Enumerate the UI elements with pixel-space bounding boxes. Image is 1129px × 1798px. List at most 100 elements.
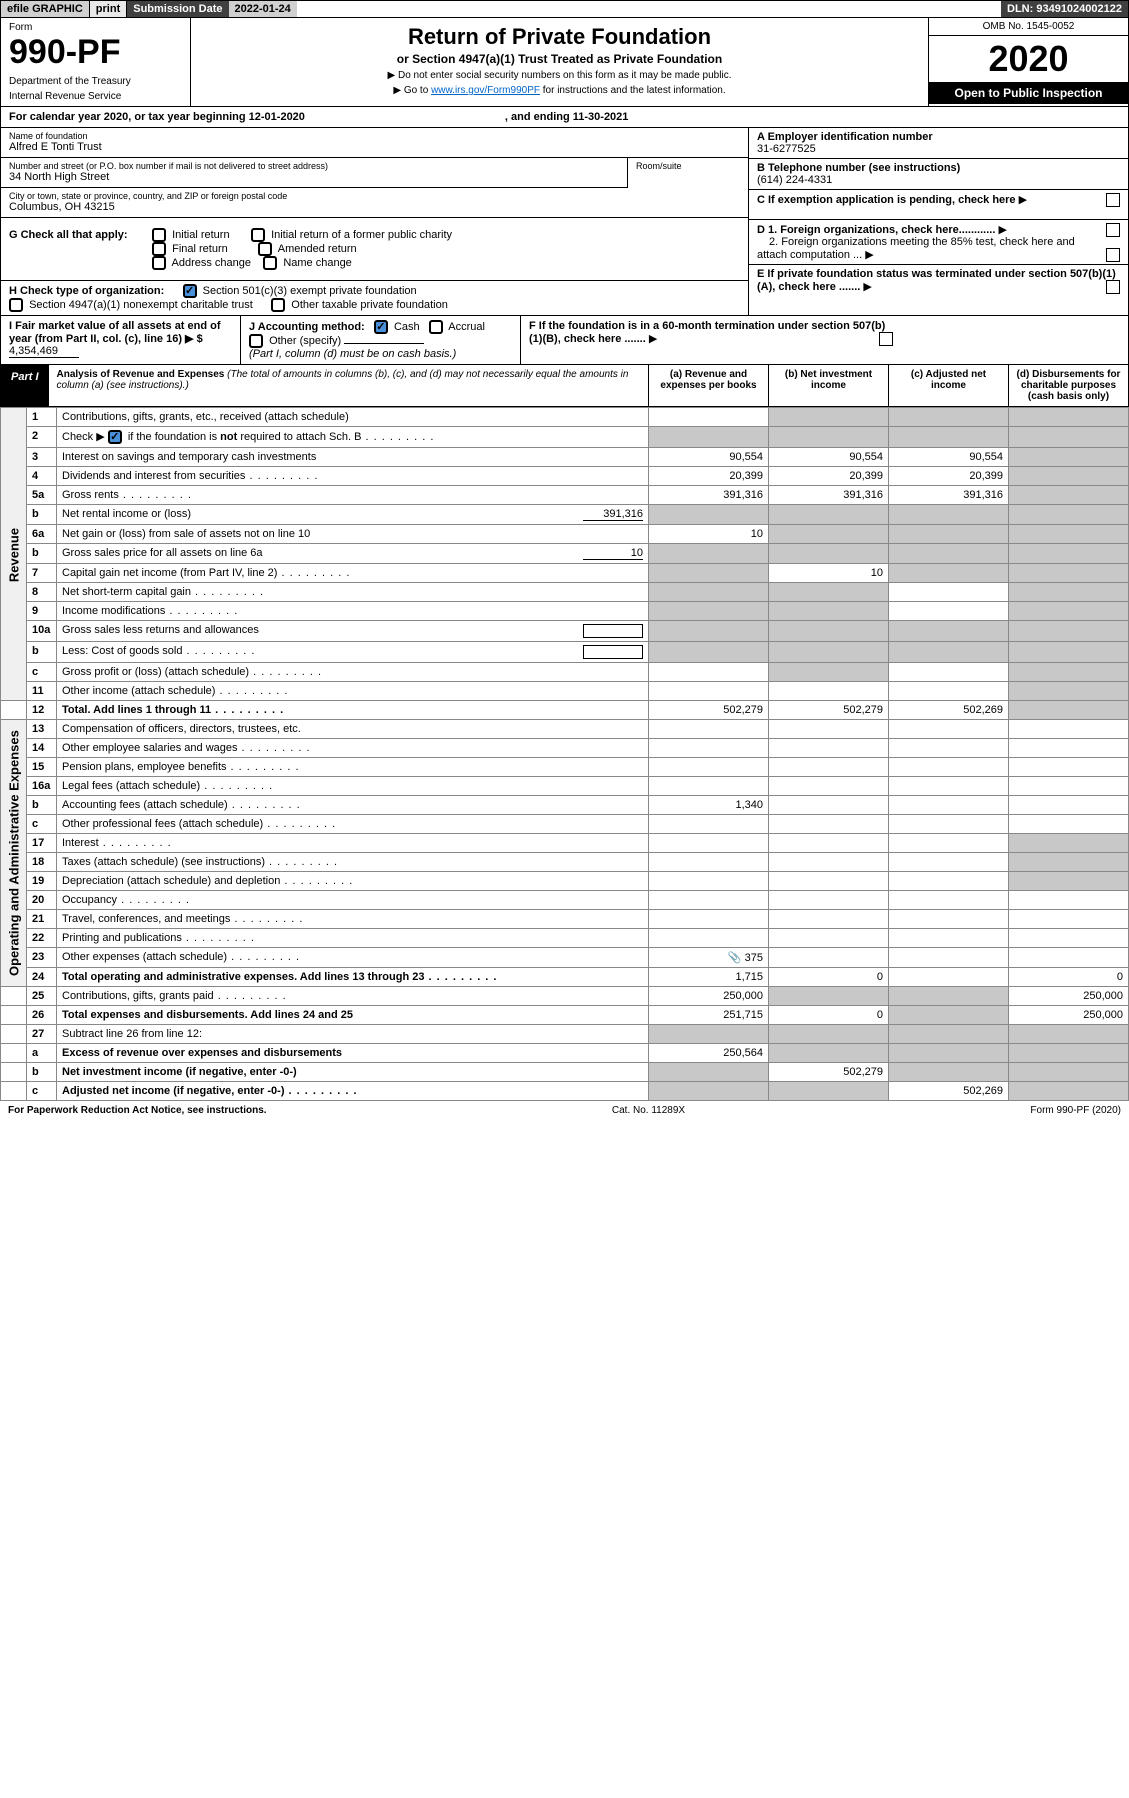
table-row: bAccounting fees (attach schedule)1,340 bbox=[1, 796, 1129, 815]
e-label: E If private foundation status was termi… bbox=[757, 268, 1116, 293]
form-header: Form 990-PF Department of the Treasury I… bbox=[0, 18, 1129, 107]
col-b-head: (b) Net investment income bbox=[768, 365, 888, 406]
table-row: 17Interest bbox=[1, 834, 1129, 853]
foundation-name-cell: Name of foundation Alfred E Tonti Trust bbox=[1, 128, 748, 158]
info-right: A Employer identification number 31-6277… bbox=[748, 128, 1128, 315]
fmv-value: 4,354,469 bbox=[9, 345, 79, 358]
form-label: Form bbox=[9, 22, 182, 33]
j-label: J Accounting method: bbox=[249, 321, 365, 333]
cb-schb[interactable] bbox=[108, 430, 122, 444]
dept-irs: Internal Revenue Service bbox=[9, 91, 182, 102]
j-cell: J Accounting method: Cash Accrual Other … bbox=[241, 316, 521, 364]
form-link[interactable]: www.irs.gov/Form990PF bbox=[431, 85, 540, 96]
i-label: I Fair market value of all assets at end… bbox=[9, 320, 221, 345]
cb-501c3[interactable] bbox=[183, 284, 197, 298]
city: Columbus, OH 43215 bbox=[9, 201, 740, 213]
table-row: 16aLegal fees (attach schedule) bbox=[1, 777, 1129, 796]
table-row: 2Check ▶ if the foundation is not requir… bbox=[1, 427, 1129, 448]
table-row: 9Income modifications bbox=[1, 602, 1129, 621]
table-row: bLess: Cost of goods sold bbox=[1, 642, 1129, 663]
tax-year: 2020 bbox=[929, 36, 1128, 82]
f-checkbox[interactable] bbox=[879, 332, 893, 346]
f-label: F If the foundation is in a 60-month ter… bbox=[529, 320, 885, 345]
instruct-2: ▶ Go to www.irs.gov/Form990PF for instru… bbox=[203, 85, 916, 96]
c-label: C If exemption application is pending, c… bbox=[757, 194, 1016, 206]
address-cell: Number and street (or P.O. box number if… bbox=[1, 158, 628, 188]
revenue-expense-table: Revenue 1Contributions, gifts, grants, e… bbox=[0, 407, 1129, 1101]
table-row: 10aGross sales less returns and allowanc… bbox=[1, 621, 1129, 642]
c-checkbox[interactable] bbox=[1106, 193, 1120, 207]
table-row: 27Subtract line 26 from line 12: bbox=[1, 1025, 1129, 1044]
table-row: Revenue 1Contributions, gifts, grants, e… bbox=[1, 408, 1129, 427]
e-cell: E If private foundation status was termi… bbox=[749, 265, 1128, 296]
page-footer: For Paperwork Reduction Act Notice, see … bbox=[0, 1101, 1129, 1120]
table-row: 26Total expenses and disbursements. Add … bbox=[1, 1006, 1129, 1025]
h-section: H Check type of organization: Section 50… bbox=[1, 281, 748, 315]
cb-4947[interactable] bbox=[9, 298, 23, 312]
header-mid: Return of Private Foundation or Section … bbox=[191, 18, 928, 106]
phone-cell: B Telephone number (see instructions) (6… bbox=[749, 159, 1128, 190]
i-cell: I Fair market value of all assets at end… bbox=[1, 316, 241, 364]
d-cell: D 1. Foreign organizations, check here..… bbox=[749, 220, 1128, 265]
f-cell: F If the foundation is in a 60-month ter… bbox=[521, 316, 901, 364]
col-a-head: (a) Revenue and expenses per books bbox=[648, 365, 768, 406]
e-checkbox[interactable] bbox=[1106, 280, 1120, 294]
table-row: 11Other income (attach schedule) bbox=[1, 682, 1129, 701]
cb-amended[interactable] bbox=[258, 242, 272, 256]
cb-accrual[interactable] bbox=[429, 320, 443, 334]
table-row: bNet investment income (if negative, ent… bbox=[1, 1063, 1129, 1082]
header-right: OMB No. 1545-0052 2020 Open to Public In… bbox=[928, 18, 1128, 106]
table-row: 7Capital gain net income (from Part IV, … bbox=[1, 564, 1129, 583]
phone: (614) 224-4331 bbox=[757, 174, 1120, 186]
d2-checkbox[interactable] bbox=[1106, 248, 1120, 262]
table-row: 8Net short-term capital gain bbox=[1, 583, 1129, 602]
cb-name-change[interactable] bbox=[263, 256, 277, 270]
cb-cash[interactable] bbox=[374, 320, 388, 334]
cb-final[interactable] bbox=[152, 242, 166, 256]
cal-end: , and ending 11-30-2021 bbox=[505, 111, 629, 123]
footer-catalog: Cat. No. 11289X bbox=[267, 1105, 1031, 1116]
print-button[interactable]: print bbox=[90, 1, 127, 17]
cb-addr-change[interactable] bbox=[152, 256, 166, 270]
ijf-row: I Fair market value of all assets at end… bbox=[0, 316, 1129, 365]
header-left: Form 990-PF Department of the Treasury I… bbox=[1, 18, 191, 106]
part1-header: Part I Analysis of Revenue and Expenses … bbox=[0, 365, 1129, 407]
foundation-name: Alfred E Tonti Trust bbox=[9, 141, 740, 153]
cb-initial[interactable] bbox=[152, 228, 166, 242]
col-c-head: (c) Adjusted net income bbox=[888, 365, 1008, 406]
form-number: 990-PF bbox=[9, 33, 182, 72]
dln-label: DLN: 93491024002122 bbox=[1001, 1, 1128, 17]
part1-title: Analysis of Revenue and Expenses (The to… bbox=[49, 365, 648, 406]
form-subtitle: or Section 4947(a)(1) Trust Treated as P… bbox=[203, 52, 916, 66]
g-section: G Check all that apply: Initial return I… bbox=[1, 218, 748, 281]
r10b-box bbox=[583, 645, 643, 659]
table-row: bNet rental income or (loss)391,316 bbox=[1, 505, 1129, 525]
cb-other-method[interactable] bbox=[249, 334, 263, 348]
cb-other-taxable[interactable] bbox=[271, 298, 285, 312]
table-row: 23Other expenses (attach schedule)📎 375 bbox=[1, 948, 1129, 968]
table-row: 12Total. Add lines 1 through 11502,27950… bbox=[1, 701, 1129, 720]
table-row: Operating and Administrative Expenses 13… bbox=[1, 720, 1129, 739]
b-label: B Telephone number (see instructions) bbox=[757, 162, 960, 174]
city-label: City or town, state or province, country… bbox=[9, 191, 740, 201]
addr-label: Number and street (or P.O. box number if… bbox=[9, 161, 619, 171]
form-title: Return of Private Foundation bbox=[203, 24, 916, 50]
omb-number: OMB No. 1545-0052 bbox=[929, 18, 1128, 36]
table-row: 19Depreciation (attach schedule) and dep… bbox=[1, 872, 1129, 891]
table-row: 20Occupancy bbox=[1, 891, 1129, 910]
table-row: 4Dividends and interest from securities2… bbox=[1, 467, 1129, 486]
dept-treasury: Department of the Treasury bbox=[9, 76, 182, 87]
part1-badge: Part I bbox=[1, 365, 49, 406]
d2-label: 2. Foreign organizations meeting the 85%… bbox=[757, 236, 1075, 261]
g-label: G Check all that apply: bbox=[9, 229, 128, 241]
submission-label: Submission Date bbox=[127, 1, 228, 17]
col-d-head: (d) Disbursements for charitable purpose… bbox=[1008, 365, 1128, 406]
footer-form-ref: Form 990-PF (2020) bbox=[1030, 1105, 1121, 1116]
info-section: Name of foundation Alfred E Tonti Trust … bbox=[0, 128, 1129, 316]
room-label: Room/suite bbox=[636, 161, 740, 171]
d1-checkbox[interactable] bbox=[1106, 223, 1120, 237]
table-row: 5aGross rents391,316391,316391,316 bbox=[1, 486, 1129, 505]
address-row: Number and street (or P.O. box number if… bbox=[1, 158, 748, 188]
name-label: Name of foundation bbox=[9, 131, 740, 141]
cb-initial-former[interactable] bbox=[251, 228, 265, 242]
